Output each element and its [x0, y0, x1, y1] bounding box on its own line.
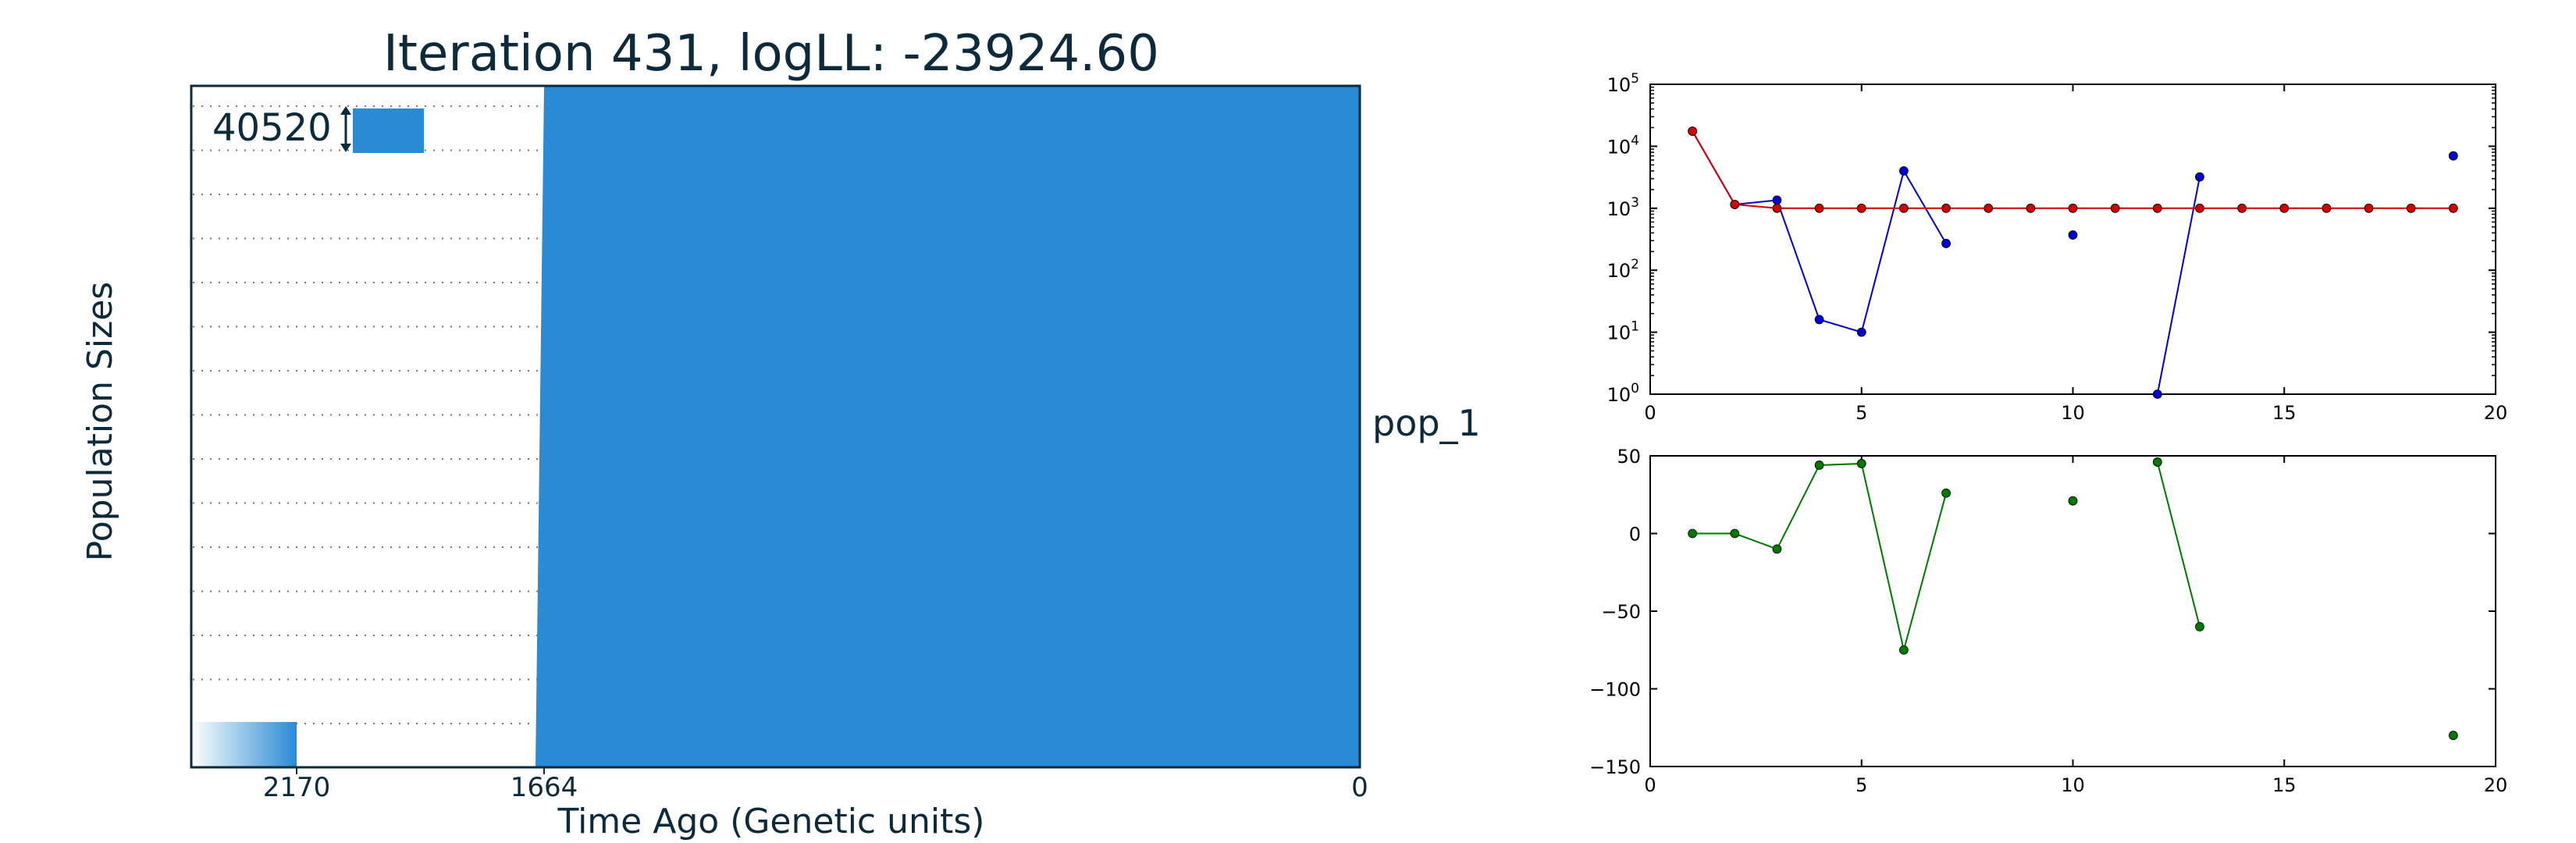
data-point — [1856, 203, 1866, 213]
y-tick-label: 103 — [1607, 195, 1639, 220]
series-line — [1692, 462, 1948, 651]
data-point — [1730, 200, 1740, 209]
data-point — [2322, 203, 2332, 213]
data-point — [2152, 457, 2162, 467]
y-tick-label: −150 — [1589, 756, 1641, 778]
series-line — [1692, 130, 2453, 209]
y-tick-label: −100 — [1589, 679, 1641, 701]
data-point — [2152, 203, 2162, 213]
data-point — [1814, 203, 1824, 213]
scale-bar-arrow-icon — [340, 106, 351, 152]
x-tick-label: 5 — [1856, 402, 1867, 424]
series-line — [2156, 461, 2201, 628]
data-point — [1941, 239, 1951, 248]
data-point — [1730, 528, 1740, 539]
population-size-chart: 0 5 10 15 20 100 101 102 103 104 105 — [1607, 71, 2508, 424]
data-point — [1898, 166, 1909, 176]
scale-bar-swatch — [353, 108, 424, 153]
data-point — [2279, 203, 2290, 213]
data-point — [1856, 327, 1866, 337]
data-point — [1772, 203, 1782, 213]
population-label: pop_1 — [1372, 402, 1481, 444]
y-tick-label: −50 — [1601, 601, 1641, 623]
x-tick-label: 10 — [2061, 402, 2085, 424]
data-point — [1856, 459, 1866, 468]
data-point — [1772, 544, 1782, 554]
data-point — [1898, 645, 1909, 655]
data-point — [2237, 203, 2247, 213]
data-point — [2195, 203, 2204, 213]
y-tick-label: 101 — [1607, 319, 1639, 344]
x-tick-label: 20 — [2484, 774, 2508, 796]
time-axis-label: Time Ago (Genetic units) — [557, 802, 985, 841]
data-point — [2364, 203, 2374, 213]
series-line — [1692, 130, 1947, 333]
x-tick-label: 0 — [1644, 402, 1656, 424]
y-tick-label: 104 — [1607, 133, 1639, 158]
data-point — [1772, 195, 1782, 205]
time-tick-label: 0 — [1351, 772, 1368, 803]
data-point — [1814, 315, 1824, 325]
x-tick-label: 0 — [1644, 774, 1656, 796]
x-tick-label: 5 — [1856, 774, 1867, 796]
ancestral-gradient-bar — [191, 722, 297, 767]
time-tick-marks — [296, 767, 545, 774]
data-point — [2448, 151, 2458, 161]
series-line — [2156, 176, 2201, 395]
data-point — [2152, 389, 2162, 399]
data-point — [1941, 488, 1951, 498]
data-point — [2110, 203, 2120, 213]
population-axis-label: Population Sizes — [80, 282, 120, 561]
time-tick-label: 1664 — [511, 772, 578, 803]
demography-panel: Iteration 431, logLL: -23924.60 Populati… — [80, 25, 1481, 841]
y-tick-label: 50 — [1617, 446, 1641, 468]
data-point — [1814, 461, 1824, 470]
data-point — [2406, 203, 2416, 213]
time-tick-label: 2170 — [263, 772, 331, 803]
data-point — [1941, 203, 1951, 213]
data-point — [2448, 203, 2458, 213]
x-tick-label: 20 — [2484, 402, 2508, 424]
data-point — [1688, 126, 1698, 137]
x-tick-label: 15 — [2272, 774, 2297, 796]
x-tick-label: 15 — [2272, 402, 2297, 424]
y-tick-label: 0 — [1629, 524, 1641, 546]
data-point — [2068, 203, 2078, 213]
data-point — [1898, 203, 1909, 213]
scale-bar-label: 40520 — [212, 106, 332, 150]
growth-rate-chart: 0 5 10 15 20 50 0 −50 −100 −150 — [1589, 446, 2507, 796]
x-tick-label: 10 — [2061, 774, 2085, 796]
data-point — [1984, 203, 1994, 213]
y-tick-label: 100 — [1607, 381, 1639, 406]
data-point — [2195, 622, 2204, 631]
data-point — [2068, 230, 2078, 240]
data-point — [2448, 731, 2458, 741]
y-tick-label: 105 — [1607, 71, 1639, 96]
y-tick-label: 102 — [1607, 257, 1639, 282]
data-point — [2068, 496, 2078, 506]
population-block — [535, 86, 1360, 767]
demography-frame — [190, 84, 1361, 769]
panel-title: Iteration 431, logLL: -23924.60 — [383, 25, 1159, 83]
data-point — [2026, 203, 2036, 213]
data-point — [1688, 528, 1698, 539]
data-point — [2195, 172, 2204, 182]
